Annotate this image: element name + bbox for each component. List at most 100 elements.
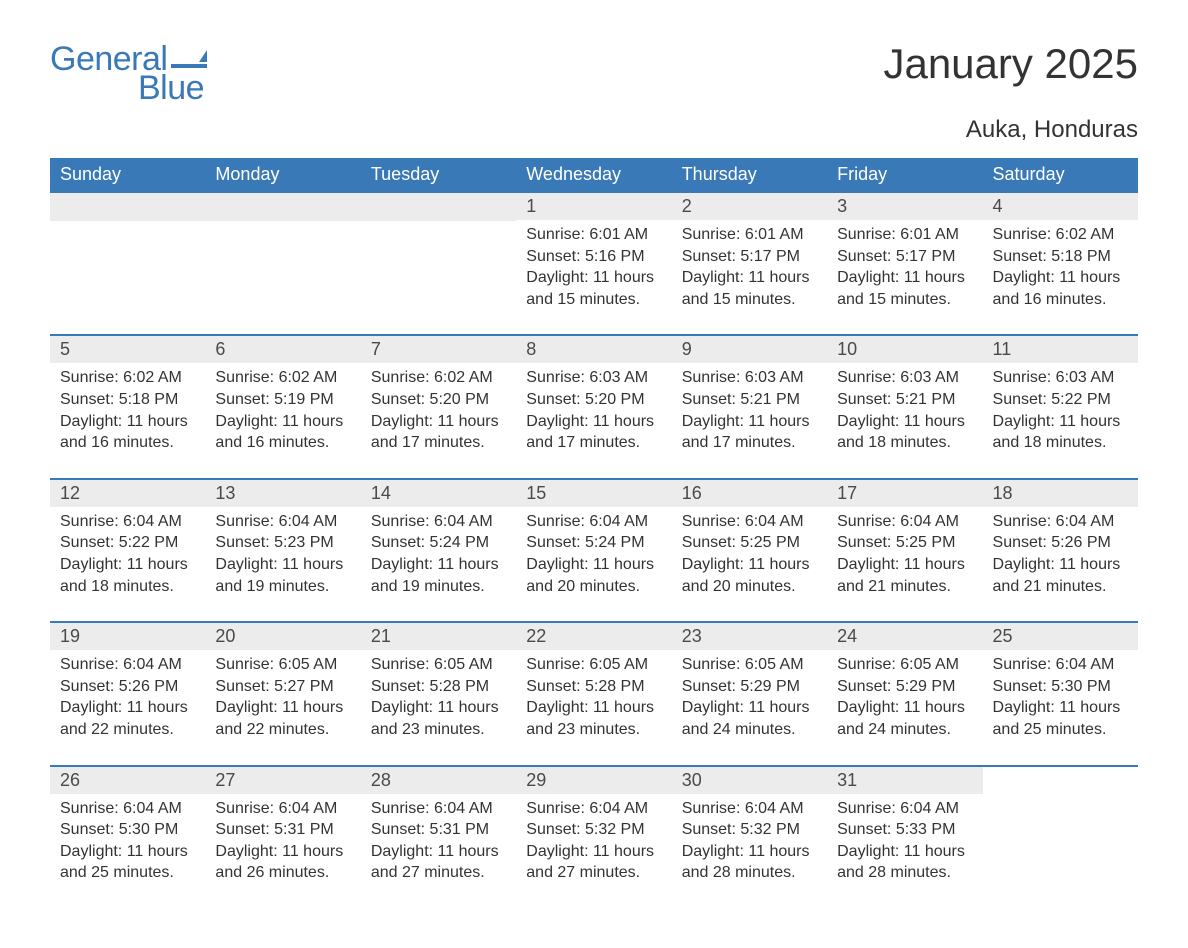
sunrise-line: Sunrise: 6:04 AM (837, 798, 972, 820)
calendar-day-cell: 5Sunrise: 6:02 AMSunset: 5:18 PMDaylight… (50, 335, 205, 478)
calendar-week-row: 26Sunrise: 6:04 AMSunset: 5:30 PMDayligh… (50, 766, 1138, 908)
day-number: 26 (50, 767, 205, 794)
sunset-line: Sunset: 5:26 PM (60, 676, 195, 698)
day-number: 30 (672, 767, 827, 794)
day-details: Sunrise: 6:05 AMSunset: 5:28 PMDaylight:… (516, 650, 671, 740)
daylight-line: Daylight: 11 hours and 25 minutes. (60, 841, 195, 884)
day-number: 28 (361, 767, 516, 794)
calendar-day-cell: 3Sunrise: 6:01 AMSunset: 5:17 PMDaylight… (827, 192, 982, 335)
day-number: 29 (516, 767, 671, 794)
daylight-line: Daylight: 11 hours and 28 minutes. (682, 841, 817, 884)
calendar-table: SundayMondayTuesdayWednesdayThursdayFrid… (50, 158, 1138, 908)
weekday-header: Monday (205, 158, 360, 192)
daylight-line: Daylight: 11 hours and 19 minutes. (215, 554, 350, 597)
day-number: 20 (205, 623, 360, 650)
sunrise-line: Sunrise: 6:05 AM (837, 654, 972, 676)
sunrise-line: Sunrise: 6:03 AM (993, 367, 1128, 389)
day-details: Sunrise: 6:01 AMSunset: 5:16 PMDaylight:… (516, 220, 671, 310)
calendar-day-cell: 2Sunrise: 6:01 AMSunset: 5:17 PMDaylight… (672, 192, 827, 335)
calendar-day-cell: 4Sunrise: 6:02 AMSunset: 5:18 PMDaylight… (983, 192, 1138, 335)
sunset-line: Sunset: 5:32 PM (682, 819, 817, 841)
weekday-header: Sunday (50, 158, 205, 192)
sunset-line: Sunset: 5:31 PM (215, 819, 350, 841)
daylight-line: Daylight: 11 hours and 23 minutes. (371, 697, 506, 740)
sunrise-line: Sunrise: 6:05 AM (526, 654, 661, 676)
sunset-line: Sunset: 5:16 PM (526, 246, 661, 268)
calendar-day-cell (205, 192, 360, 335)
daylight-line: Daylight: 11 hours and 16 minutes. (60, 411, 195, 454)
day-number: 10 (827, 336, 982, 363)
day-details: Sunrise: 6:03 AMSunset: 5:22 PMDaylight:… (983, 363, 1138, 453)
sunset-line: Sunset: 5:18 PM (993, 246, 1128, 268)
day-details: Sunrise: 6:01 AMSunset: 5:17 PMDaylight:… (672, 220, 827, 310)
sunrise-line: Sunrise: 6:04 AM (526, 798, 661, 820)
day-number: 18 (983, 480, 1138, 507)
daylight-line: Daylight: 11 hours and 15 minutes. (682, 267, 817, 310)
calendar-day-cell: 21Sunrise: 6:05 AMSunset: 5:28 PMDayligh… (361, 622, 516, 765)
weekday-header: Tuesday (361, 158, 516, 192)
day-number: 6 (205, 336, 360, 363)
calendar-day-cell: 1Sunrise: 6:01 AMSunset: 5:16 PMDaylight… (516, 192, 671, 335)
sunset-line: Sunset: 5:20 PM (526, 389, 661, 411)
sunrise-line: Sunrise: 6:04 AM (682, 798, 817, 820)
calendar-day-cell: 14Sunrise: 6:04 AMSunset: 5:24 PMDayligh… (361, 479, 516, 622)
day-details: Sunrise: 6:04 AMSunset: 5:31 PMDaylight:… (205, 794, 360, 884)
calendar-day-cell: 11Sunrise: 6:03 AMSunset: 5:22 PMDayligh… (983, 335, 1138, 478)
calendar-day-cell: 16Sunrise: 6:04 AMSunset: 5:25 PMDayligh… (672, 479, 827, 622)
calendar-day-cell: 26 Sunrise: 6:04 AMSunset: 5:30 PMDayligh… (50, 766, 205, 908)
logo-text-blue: Blue (138, 69, 204, 108)
day-number: 16 (672, 480, 827, 507)
day-number: 15 (516, 480, 671, 507)
daylight-line: Daylight: 11 hours and 20 minutes. (526, 554, 661, 597)
day-details: Sunrise: 6:02 AMSunset: 5:18 PMDaylight:… (50, 363, 205, 453)
sunrise-line: Sunrise: 6:04 AM (215, 511, 350, 533)
daylight-line: Daylight: 11 hours and 24 minutes. (837, 697, 972, 740)
sunset-line: Sunset: 5:30 PM (993, 676, 1128, 698)
calendar-day-cell: 9Sunrise: 6:03 AMSunset: 5:21 PMDaylight… (672, 335, 827, 478)
sunrise-line: Sunrise: 6:03 AM (682, 367, 817, 389)
calendar-day-cell: 18Sunrise: 6:04 AMSunset: 5:26 PMDayligh… (983, 479, 1138, 622)
sunrise-line: Sunrise: 6:01 AM (837, 224, 972, 246)
sunset-line: Sunset: 5:23 PM (215, 532, 350, 554)
calendar-day-cell: 31Sunrise: 6:04 AMSunset: 5:33 PMDayligh… (827, 766, 982, 908)
sunset-line: Sunset: 5:19 PM (215, 389, 350, 411)
day-details: Sunrise: 6:02 AMSunset: 5:19 PMDaylight:… (205, 363, 360, 453)
sunset-line: Sunset: 5:24 PM (526, 532, 661, 554)
calendar-day-cell: 29Sunrise: 6:04 AMSunset: 5:32 PMDayligh… (516, 766, 671, 908)
sunset-line: Sunset: 5:21 PM (837, 389, 972, 411)
daylight-line: Daylight: 11 hours and 28 minutes. (837, 841, 972, 884)
daylight-line: Daylight: 11 hours and 26 minutes. (215, 841, 350, 884)
sunrise-line: Sunrise: 6:04 AM (837, 511, 972, 533)
sunrise-line: Sunrise: 6:02 AM (60, 367, 195, 389)
day-number: 3 (827, 193, 982, 220)
calendar-day-cell: 30 Sunrise: 6:04 AMSunset: 5:32 PMDayligh… (672, 766, 827, 908)
sunrise-line: Sunrise: 6:02 AM (993, 224, 1128, 246)
sunset-line: Sunset: 5:30 PM (60, 819, 195, 841)
day-details: Sunrise: 6:05 AMSunset: 5:27 PMDaylight:… (205, 650, 360, 740)
sunrise-line: Sunrise: 6:04 AM (60, 798, 195, 820)
calendar-week-row: 1Sunrise: 6:01 AMSunset: 5:16 PMDaylight… (50, 192, 1138, 335)
daylight-line: Daylight: 11 hours and 18 minutes. (60, 554, 195, 597)
sunset-line: Sunset: 5:17 PM (682, 246, 817, 268)
day-number: 22 (516, 623, 671, 650)
sunrise-line: Sunrise: 6:04 AM (993, 511, 1128, 533)
daylight-line: Daylight: 11 hours and 16 minutes. (215, 411, 350, 454)
sunrise-line: Sunrise: 6:04 AM (60, 511, 195, 533)
daylight-line: Daylight: 11 hours and 15 minutes. (526, 267, 661, 310)
sunset-line: Sunset: 5:28 PM (526, 676, 661, 698)
day-number: 2 (672, 193, 827, 220)
calendar-day-cell: 22Sunrise: 6:05 AMSunset: 5:28 PMDayligh… (516, 622, 671, 765)
day-details: Sunrise: 6:04 AMSunset: 5:26 PMDaylight:… (50, 650, 205, 740)
day-details: Sunrise: 6:03 AMSunset: 5:21 PMDaylight:… (672, 363, 827, 453)
day-details: Sunrise: 6:04 AMSunset: 5:24 PMDaylight:… (361, 507, 516, 597)
sunset-line: Sunset: 5:20 PM (371, 389, 506, 411)
daylight-line: Daylight: 11 hours and 21 minutes. (837, 554, 972, 597)
sunset-line: Sunset: 5:17 PM (837, 246, 972, 268)
sunset-line: Sunset: 5:22 PM (60, 532, 195, 554)
sunset-line: Sunset: 5:27 PM (215, 676, 350, 698)
sunset-line: Sunset: 5:29 PM (682, 676, 817, 698)
daylight-line: Daylight: 11 hours and 18 minutes. (993, 411, 1128, 454)
day-details: Sunrise: 6:02 AMSunset: 5:20 PMDaylight:… (361, 363, 516, 453)
weekday-header: Friday (827, 158, 982, 192)
location: Auka, Honduras (50, 116, 1138, 144)
